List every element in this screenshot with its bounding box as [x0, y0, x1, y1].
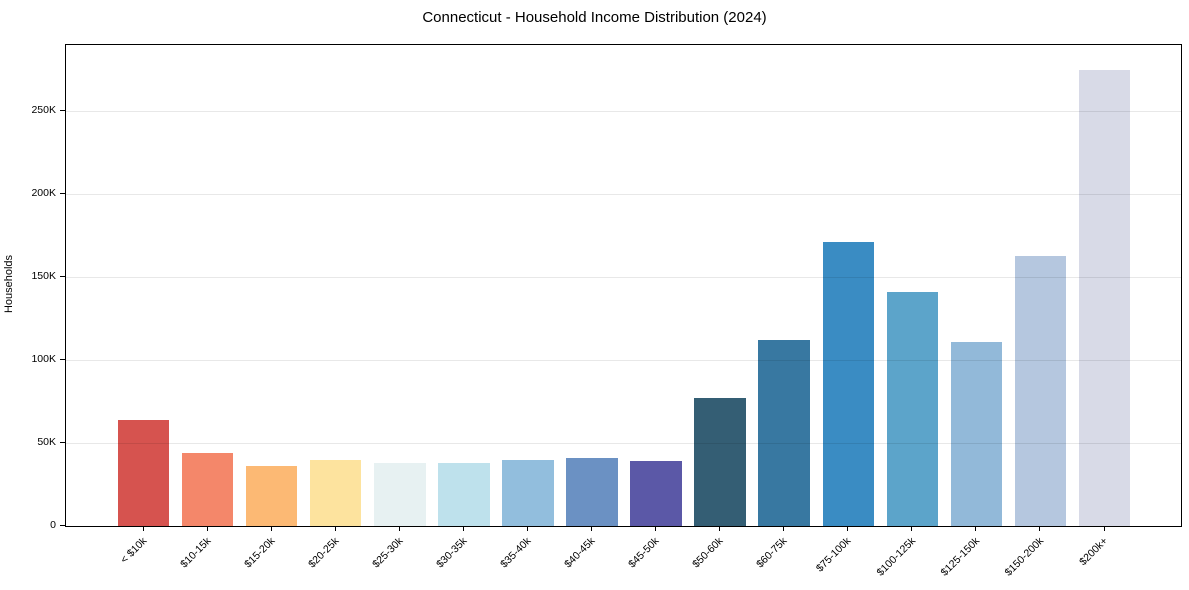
x-tick-mark [783, 526, 785, 531]
y-tick-mark [60, 442, 65, 444]
x-tick-label: $20-25k [305, 535, 342, 571]
bar-$15-20k [245, 466, 298, 526]
x-tick-mark [1103, 526, 1105, 531]
x-tick-mark [206, 526, 208, 531]
y-tick-mark [60, 110, 65, 112]
x-tick-label: $40-45k [562, 535, 598, 571]
x-tick-mark [655, 526, 657, 531]
x-tick-label: $15-20k [241, 535, 278, 571]
y-tick-mark [60, 525, 65, 526]
bar-$10-15k [181, 453, 234, 526]
x-tick-mark [719, 526, 721, 531]
x-tick-label: $200k+ [1076, 535, 1111, 569]
x-tick-mark [142, 526, 144, 531]
x-tick-mark [847, 526, 849, 531]
x-tick-mark [462, 526, 464, 531]
x-tick-mark [270, 526, 272, 531]
bar-< $10k [117, 419, 170, 526]
bar-$25-30k [374, 462, 426, 526]
x-tick-label: $25-30k [369, 535, 406, 571]
y-tick-label: 0 [50, 519, 56, 531]
gridline [66, 194, 1181, 196]
bar-$75-100k [822, 242, 875, 526]
x-tick-mark [975, 526, 977, 531]
chart-title: Connecticut - Household Income Distribut… [422, 9, 767, 26]
x-tick-label: $60-75k [754, 535, 790, 571]
x-tick-mark [911, 526, 913, 531]
x-tick-label: $35-40k [498, 535, 534, 571]
bar-$20-25k [309, 459, 362, 526]
y-tick-mark [60, 359, 65, 361]
bar-$150-200k [1014, 255, 1067, 526]
y-tick-label: 150K [31, 270, 56, 283]
gridline [66, 443, 1181, 445]
x-tick-label: $45-50k [626, 535, 662, 571]
gridline [66, 111, 1181, 113]
x-tick-mark [526, 526, 528, 531]
plot-area [65, 44, 1182, 527]
x-tick-label: $30-35k [434, 535, 470, 571]
y-tick-label: 250K [31, 104, 56, 117]
y-tick-mark [60, 193, 65, 195]
x-tick-mark [334, 526, 336, 531]
bar-$35-40k [502, 459, 554, 526]
bar-$200k+ [1078, 69, 1131, 526]
x-tick-label: $150-200k [1002, 535, 1046, 579]
x-tick-label: < $10k [117, 535, 149, 566]
bar-$60-75k [758, 340, 810, 526]
y-tick-label: 200K [31, 187, 56, 200]
y-tick-label: 100K [31, 353, 56, 366]
bar-$40-45k [566, 457, 618, 526]
y-tick-label: 50K [37, 436, 56, 449]
y-tick-mark [60, 276, 65, 278]
x-tick-label: $10-15k [177, 535, 214, 571]
x-tick-mark [398, 526, 400, 531]
x-tick-mark [590, 526, 592, 531]
x-tick-label: $75-100k [814, 535, 854, 575]
x-tick-label: $100-125k [874, 535, 918, 579]
gridline [66, 277, 1181, 279]
y-axis-label: Households [3, 254, 15, 314]
bar-$50-60k [694, 398, 746, 526]
x-tick-mark [1039, 526, 1041, 531]
bar-$100-125k [886, 292, 939, 526]
x-tick-label: $125-150k [938, 535, 982, 579]
bar-$125-150k [950, 341, 1003, 526]
bar-$30-35k [438, 462, 490, 526]
x-tick-label: $50-60k [690, 535, 726, 571]
bar-$45-50k [630, 461, 682, 526]
gridline [66, 360, 1181, 362]
